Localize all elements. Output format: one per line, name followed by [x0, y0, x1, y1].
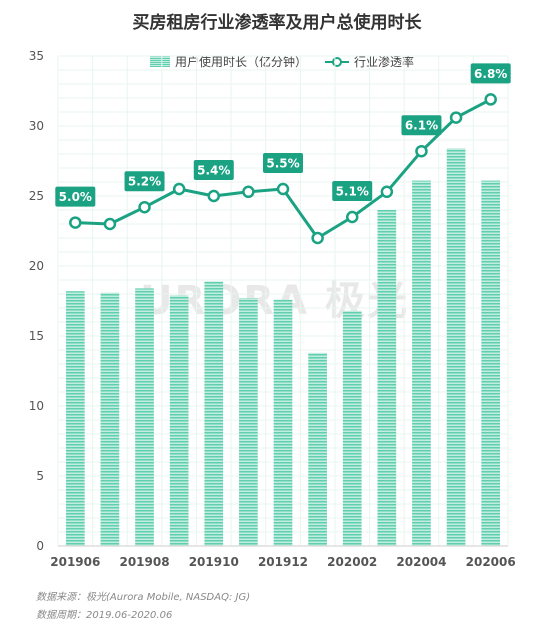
data-label-box [470, 63, 511, 84]
line-point [172, 182, 186, 196]
bar [412, 180, 431, 546]
line-point [311, 231, 324, 245]
y-tick-label: 0 [36, 539, 44, 553]
y-tick-label: 15 [29, 329, 44, 343]
y-tick-label: 5 [36, 469, 44, 483]
x-tick-label: 202004 [396, 555, 446, 569]
bar [342, 310, 362, 546]
data-label: 5.5% [266, 157, 299, 171]
y-tick-label: 25 [29, 189, 44, 203]
y-tick-label: 30 [29, 119, 44, 133]
bar [239, 298, 258, 546]
x-tick-label: 201912 [258, 555, 308, 569]
bar [377, 210, 397, 546]
line-point [276, 182, 290, 196]
chart-title: 买房租房行业渗透率及用户总使用时长 [132, 13, 422, 33]
bar [204, 281, 224, 546]
data-label-box [332, 181, 373, 201]
legend-swatch-bars [150, 56, 170, 67]
y-tick-label: 35 [29, 49, 44, 63]
bar [135, 288, 154, 546]
footnote-period: 数据周期：2019.06-2020.06 [36, 610, 173, 621]
legend-item-line: 行业渗透率 [325, 53, 414, 70]
line-point [449, 111, 463, 124]
line-point [138, 200, 151, 214]
label-layer: 5.0% 5.2% 5.4% 5.5% 5.1% 6.1% 6.8% [55, 63, 511, 207]
y-tick-label: 20 [29, 259, 44, 273]
line-point [484, 93, 497, 106]
line-point [415, 144, 428, 158]
legend: 用户使用时长（亿分钟） 行业渗透率 [150, 53, 432, 70]
line-point [103, 217, 117, 231]
bar [308, 352, 327, 546]
data-label: 5.2% [128, 175, 161, 189]
x-tick-label: 201910 [189, 555, 239, 569]
data-label: 5.0% [59, 190, 92, 204]
data-label-box [193, 160, 234, 180]
legend-label-line: 行业渗透率 [354, 55, 415, 69]
bar [169, 295, 189, 546]
line-point [207, 189, 221, 203]
data-label-box [124, 171, 165, 192]
data-label: 6.8% [474, 67, 507, 81]
bar [273, 299, 293, 546]
x-tick-label: 202002 [327, 555, 377, 569]
data-label-box [263, 153, 303, 173]
line-point [242, 185, 255, 199]
line-point [380, 185, 394, 199]
legend-swatch-line [325, 56, 350, 68]
footnote-source: 数据来源：极光(Aurora Mobile, NASDAQ: JG) [36, 592, 251, 603]
bar [481, 180, 501, 546]
line-point [345, 210, 359, 224]
data-label-box [401, 115, 442, 136]
x-tick-label: 201906 [50, 555, 100, 569]
x-tick-label: 202006 [466, 555, 516, 569]
data-label-box [55, 186, 96, 207]
bar [100, 292, 120, 546]
legend-item-bars: 用户使用时长（亿分钟） [150, 53, 307, 70]
line-layer [69, 93, 497, 245]
bar [65, 291, 85, 546]
axis-layer: 0 5 10 15 20 25 30 35 201906 201908 201910 201912 20… [29, 49, 516, 569]
bars-layer [65, 148, 501, 546]
y-tick-label: 10 [29, 399, 44, 413]
legend-label-bars: 用户使用时长（亿分钟） [175, 55, 308, 69]
bar [446, 148, 466, 546]
data-label: 5.4% [197, 164, 230, 178]
data-label: 6.1% [405, 119, 438, 133]
line-point [69, 216, 82, 229]
x-tick-label: 201908 [119, 555, 169, 569]
data-label: 5.1% [336, 185, 369, 199]
